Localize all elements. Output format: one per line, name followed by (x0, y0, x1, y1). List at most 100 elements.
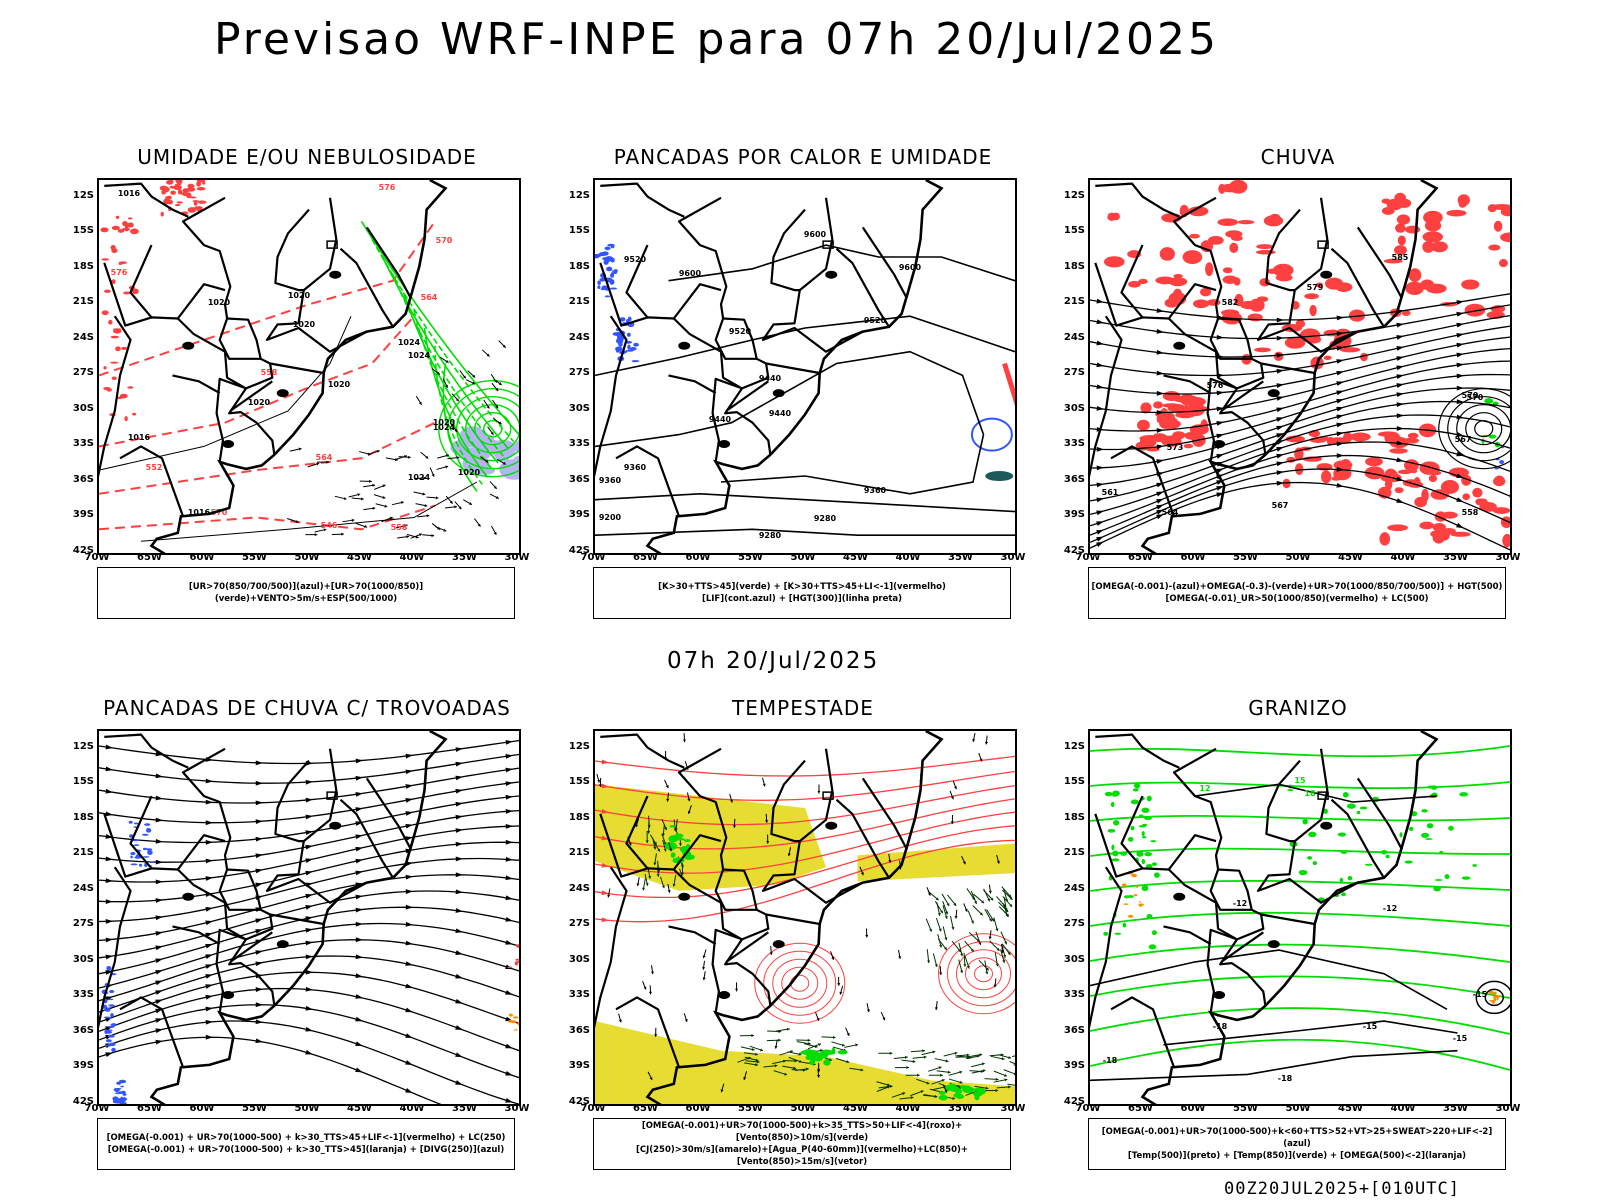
temp-label: 12 (1199, 784, 1210, 793)
wind-vector-head (1000, 950, 1004, 954)
lake-mark (825, 270, 838, 279)
streamline-arrow (505, 1070, 513, 1076)
streamline-arrow (255, 1019, 263, 1025)
rain-area (1222, 267, 1233, 274)
lake-mark (678, 892, 691, 901)
streamline-arrow (1396, 413, 1404, 419)
wind-vector-head (926, 960, 931, 964)
streamline-arrow (255, 950, 263, 955)
temp850-contour (1347, 875, 1353, 881)
streamline-arrow (1096, 319, 1104, 325)
hgt-label: 9520 (624, 255, 647, 264)
wind-vector-head (472, 374, 476, 378)
rain-area (1162, 403, 1181, 408)
lat-tick-label: 15S (568, 776, 590, 788)
lc850-contour (956, 949, 1011, 999)
lat-tick-label: 36S (1063, 473, 1085, 485)
lon-tick-label: 35W (452, 1103, 477, 1114)
humidity-green-contour (381, 256, 510, 450)
hgt-label: 9600 (804, 230, 827, 239)
hgt500-label: 576 (1207, 381, 1224, 390)
wind-vector-head (866, 1009, 870, 1013)
temp850-contour (1132, 788, 1139, 792)
streamline-arrow (455, 841, 463, 847)
streamline-arrow (155, 1018, 163, 1023)
wind-vector-head (664, 827, 668, 831)
wind-vector-head (756, 1060, 760, 1064)
map-heat-showers: 9520 9600 9600 9600 9520 9520 9440 9440 9440 9360… (593, 178, 1017, 555)
wind-vector-head (944, 937, 948, 941)
temp-label: -12 (1383, 904, 1397, 913)
streamline-arrow (405, 784, 413, 789)
lat-tick-label: 42S (1063, 1096, 1085, 1107)
humidity-red-contour (108, 319, 113, 325)
wind-vector-head (445, 384, 448, 388)
wind-vector-head (939, 972, 943, 976)
hgt-label: 9360 (624, 463, 647, 472)
rain-area (1329, 329, 1338, 335)
wind-vector-head (1003, 1073, 1007, 1077)
wind-vector-head (1002, 959, 1006, 963)
lc850-contour (595, 755, 1015, 777)
temp850-contour (1103, 931, 1109, 936)
streamline-arrow (1336, 422, 1344, 428)
humidity-red-contour (119, 393, 128, 399)
rain-area (1339, 347, 1361, 353)
cyclone-contour (1447, 396, 1510, 462)
instability-green-area (985, 471, 1014, 482)
streamline-arrow (405, 753, 413, 759)
streamline-arrow (1336, 414, 1344, 420)
streamline-arrow (1336, 406, 1344, 412)
wind-vector-head (372, 506, 376, 510)
instability-blue-area (631, 360, 638, 363)
panel-title-hail: GRANIZO (1248, 696, 1348, 720)
border-line (218, 318, 261, 360)
streamline-arrow (1396, 335, 1404, 340)
hgt-label: 9360 (599, 476, 622, 485)
humidity-red-contour (197, 200, 207, 204)
lon-tick-label: 30W (1495, 552, 1521, 563)
streamline-arrow (455, 973, 463, 979)
temp850-contour (1146, 913, 1153, 920)
humidity-red-contour (127, 222, 134, 228)
instability-blue-area (597, 285, 601, 290)
wind-vector-head (953, 902, 957, 906)
streamline-arrow (1156, 410, 1164, 415)
rain-area (1394, 245, 1407, 256)
wind-vector-head (934, 1007, 938, 1011)
wind-vector-head (431, 473, 435, 477)
lat-tick-label: 12S (72, 740, 94, 752)
border-line (103, 262, 226, 327)
rain-area (1304, 293, 1319, 300)
map-canvas: 585 582 579 576 573 570 567 564 561 558 570 567 (1090, 180, 1510, 553)
wind-vector-head (860, 872, 864, 876)
rain-area (1383, 258, 1403, 264)
rain-area (1423, 210, 1443, 225)
streamline-arrow (1276, 433, 1284, 438)
wind-vector-head (400, 501, 404, 505)
temp850-contour (1107, 828, 1116, 833)
streamline-arrow (355, 870, 363, 876)
streamline-arrow (601, 809, 609, 814)
wind850-green-area (669, 842, 678, 850)
temp-label: 18 (1304, 789, 1316, 798)
cyclone-contour (456, 395, 519, 462)
wind-vector-head (425, 455, 429, 459)
streamline-arrow (455, 814, 463, 820)
wind-vector-head (357, 493, 361, 497)
lat-tick-label: 27S (568, 367, 590, 379)
humidity-red-contour (161, 189, 167, 195)
streamline-arrow (105, 766, 113, 772)
wind-vector-head (910, 1096, 914, 1100)
temp850-contour (1130, 799, 1139, 805)
rain-area (1159, 418, 1174, 429)
rain-area (1193, 299, 1210, 309)
wind850-green-area (973, 1091, 983, 1097)
map-thunderstorm-showers (97, 729, 521, 1106)
streamline-arrow (1336, 431, 1344, 437)
rain-area (1405, 281, 1424, 296)
cyclone-contour (465, 403, 519, 454)
rain-area (1349, 432, 1371, 442)
temp850-contour (1136, 851, 1144, 857)
humidity-red-contour (103, 386, 111, 391)
